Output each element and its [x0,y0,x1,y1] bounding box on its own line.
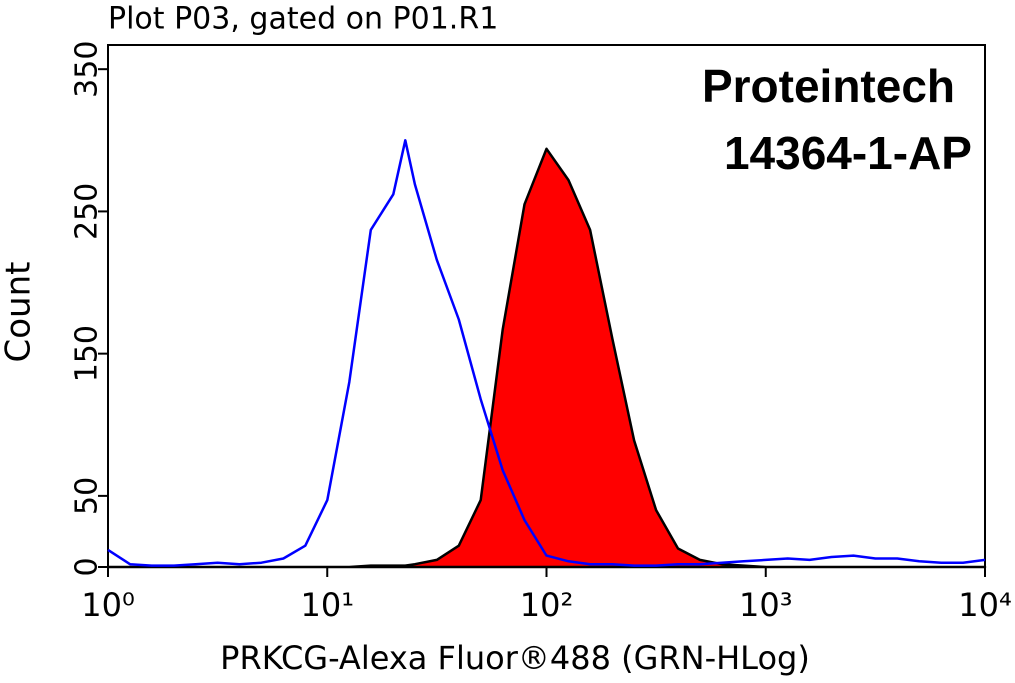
y-tick-label: 250 [70,183,105,240]
chart-title: Plot P03, gated on P01.R1 [108,2,498,37]
histogram-line [107,139,986,567]
x-tick-label: 10³ [739,586,793,624]
annotation: 14364-1-AP [724,127,972,179]
x-axis-label: PRKCG-Alexa Fluor®488 (GRN-HLog) [220,639,810,677]
x-tick-label: 10¹ [300,586,354,624]
y-tick-label: 0 [70,557,105,576]
annotation: Proteintech [702,60,955,112]
x-tick-label: 10⁰ [81,586,135,624]
x-tick-label: 10² [520,586,574,624]
histogram-area [106,147,987,569]
y-tick-label: 150 [70,325,105,382]
y-tick-label: 350 [70,41,105,98]
y-tick-label: 50 [70,477,105,515]
y-axis-label: Count [0,262,39,363]
x-tick-label: 10⁴ [958,586,1012,624]
